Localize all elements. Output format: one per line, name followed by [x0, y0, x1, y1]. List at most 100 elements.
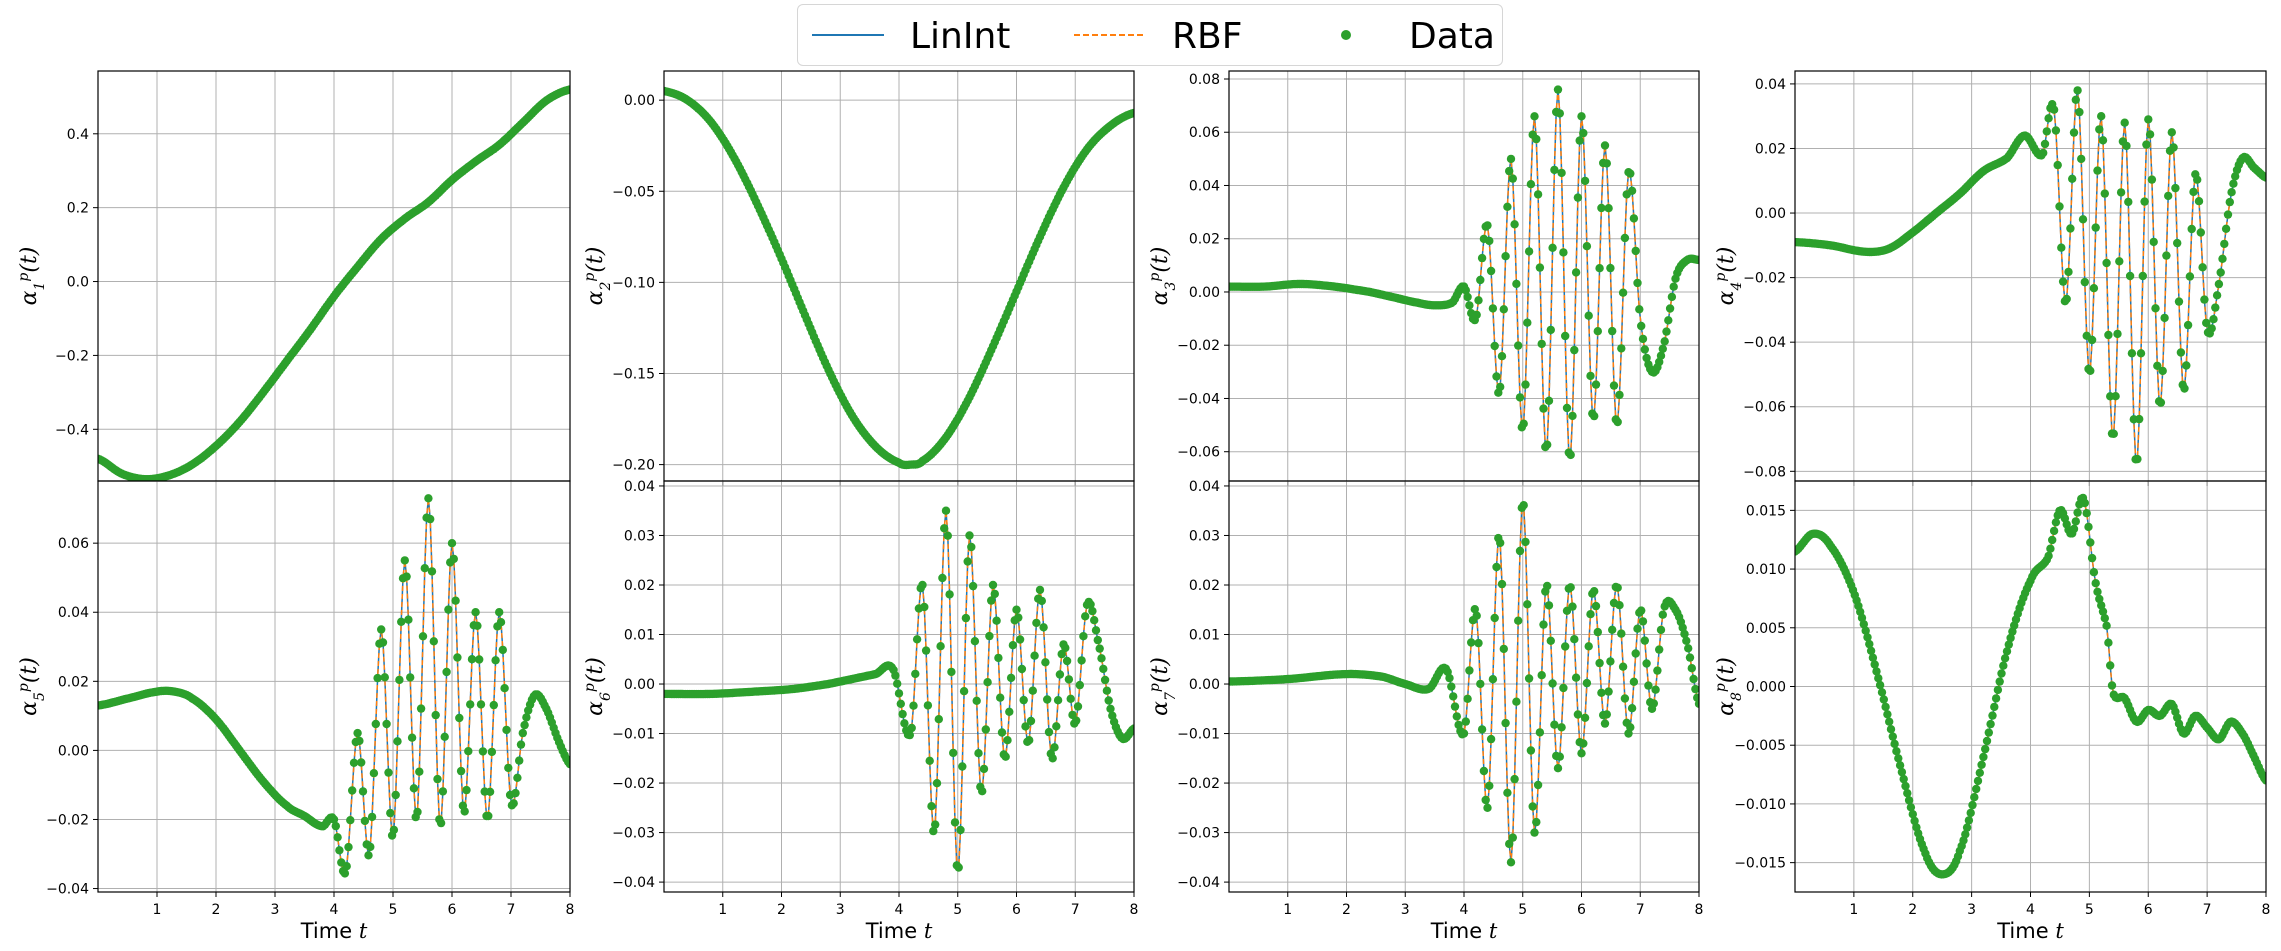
data-point: [985, 631, 994, 641]
data-point: [1526, 180, 1536, 189]
data-point: [1079, 632, 1088, 641]
data-point: [1642, 353, 1651, 363]
data-point: [1519, 419, 1528, 428]
data-point: [502, 725, 511, 735]
ylabel-alpha-7: α7p(t): [1147, 657, 1179, 716]
data-point: [1450, 702, 1460, 711]
axes-frame: [663, 480, 1135, 893]
data-point: [1476, 679, 1485, 689]
data-point: [2198, 263, 2207, 272]
ytick-label: 0.03: [1189, 528, 1220, 544]
data-point: [891, 671, 900, 680]
data-point: [1477, 725, 1487, 734]
xtick-label: 7: [507, 902, 516, 918]
data-point: [2140, 197, 2149, 206]
data-point: [1050, 743, 1059, 752]
data-point: [918, 580, 927, 590]
data-point: [1886, 725, 1896, 734]
data-point: [1490, 613, 1499, 623]
data-point: [2231, 172, 2240, 181]
xtick-label: 7: [2203, 902, 2212, 918]
xtick-label: 6: [448, 902, 457, 918]
data-point: [373, 673, 382, 683]
ylabel-alpha-4: α4p(t): [1713, 247, 1745, 306]
ylabel-alpha-2: α2p(t): [582, 247, 614, 306]
data-point: [1631, 246, 1640, 256]
data-point: [1445, 673, 1454, 683]
data-point: [1548, 679, 1557, 688]
data-point: [1533, 780, 1543, 790]
ytick-label: −0.005: [1734, 738, 1786, 754]
ytick-label: −0.4: [55, 422, 89, 438]
data-point: [1627, 186, 1637, 195]
data-point: [2075, 107, 2084, 117]
data-point: [516, 740, 526, 749]
data-point: [2125, 271, 2135, 281]
ylabel-alpha-1: α1p(t): [16, 247, 48, 306]
subplot-5: −0.04 −0.02 0.00 0.02 0.04 0.06 1 2 3 4 5 6 7 8 α5p(t)…: [16, 480, 574, 943]
data-point: [1620, 233, 1630, 243]
data-point: [1568, 411, 1577, 421]
data-point: [1633, 624, 1642, 633]
data-point: [1555, 752, 1565, 761]
data-point: [1459, 729, 1469, 738]
data-point: [1548, 243, 1557, 252]
xtick-label: 5: [389, 902, 398, 918]
data-point: [1903, 789, 1912, 798]
data-point: [2078, 215, 2088, 224]
data-point: [1684, 644, 1693, 653]
data-point: [2185, 272, 2195, 281]
ytick-label: 0.03: [624, 528, 655, 544]
series-group: [1795, 493, 2266, 879]
ytick-label: 0.04: [1755, 77, 1786, 93]
data-point: [1562, 403, 1572, 413]
data-point: [504, 763, 513, 773]
data-point: [2176, 348, 2186, 357]
data-point: [1449, 692, 1458, 701]
data-point: [2104, 638, 2113, 647]
ylabel-alpha-3: α3p(t): [1147, 247, 1179, 306]
data-point: [2116, 188, 2126, 197]
data-point: [1964, 816, 1974, 825]
data-point: [2180, 384, 2189, 393]
data-point: [2073, 86, 2082, 95]
data-point: [1593, 327, 1603, 336]
data-point: [1597, 688, 1606, 697]
data-point: [1600, 141, 1610, 150]
data-point: [2174, 297, 2184, 306]
data-point: [1515, 393, 1525, 402]
data-point: [1626, 169, 1635, 178]
data-point: [1608, 326, 1617, 336]
data-point: [433, 774, 442, 784]
ytick-label: −0.01: [1177, 727, 1220, 743]
data-point: [1580, 713, 1590, 722]
data-point: [1015, 635, 1025, 644]
xtick-label: 1: [1849, 902, 1858, 918]
data-point: [1649, 699, 1659, 708]
data-point: [1001, 752, 1010, 761]
data-point: [1613, 417, 1622, 427]
xtick-label: 8: [2262, 902, 2271, 918]
ytick-label: −0.04: [1743, 335, 1786, 351]
data-point: [1477, 253, 1487, 263]
data-point: [1075, 680, 1085, 690]
ytick-label: −0.04: [1177, 391, 1220, 407]
data-point: [1899, 774, 1908, 784]
data-point: [440, 732, 449, 741]
ytick-label: 0.00: [1755, 206, 1786, 222]
data-point: [938, 573, 947, 583]
data-point: [515, 756, 524, 765]
data-point: [1488, 675, 1498, 684]
data-point: [415, 767, 424, 776]
data-point: [1651, 685, 1660, 694]
data-point: [2196, 228, 2205, 237]
data-point: [1481, 795, 1490, 805]
legend-box: LinInt RBF Data: [797, 4, 1503, 66]
data-point: [988, 580, 998, 590]
data-point: [382, 719, 391, 729]
data-point: [2082, 509, 2091, 518]
ytick-label: 0.00: [58, 743, 89, 759]
data-point: [386, 808, 395, 818]
data-point: [393, 737, 402, 746]
data-point: [1910, 816, 1919, 826]
